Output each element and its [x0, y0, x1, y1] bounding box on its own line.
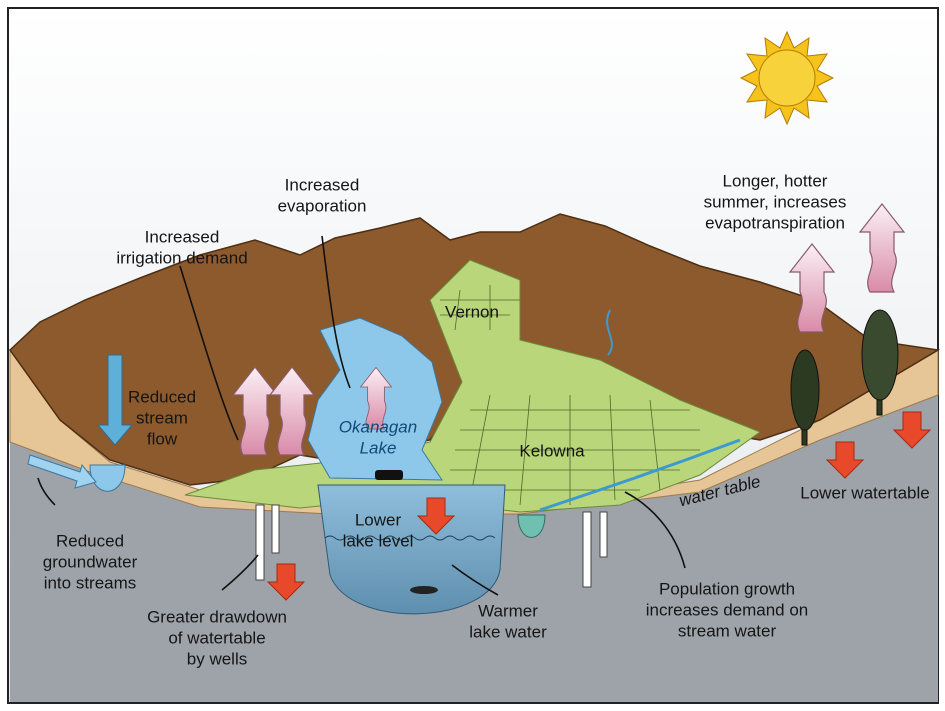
wells: [255, 504, 608, 588]
label-line: Kelowna: [519, 441, 585, 460]
label-line: Increased: [285, 175, 360, 194]
label-line: Warmer: [478, 601, 538, 620]
label-line: Lower watertable: [800, 483, 929, 502]
fish: [410, 586, 438, 594]
label-line: into streams: [44, 573, 137, 592]
trees: [790, 309, 899, 446]
label-line: lake water: [469, 622, 547, 641]
label-line: increases demand on: [646, 600, 809, 619]
sun: [739, 30, 835, 126]
pond: [517, 514, 546, 538]
stream: [539, 438, 741, 512]
label-line: evaporation: [278, 196, 367, 215]
waterline: [324, 535, 496, 541]
label-line: Increased: [145, 227, 220, 246]
soil: [9, 348, 939, 515]
label-line: stream water: [678, 621, 777, 640]
groundwater-arrow: [27, 454, 97, 489]
label-line: Vernon: [445, 302, 499, 321]
leader-lines: [37, 235, 686, 596]
label-line: Reduced: [56, 531, 124, 550]
lake-basin: [317, 484, 506, 615]
label-line: Population growth: [659, 579, 795, 598]
label-line: Reduced: [128, 387, 196, 406]
mountain-stream: [606, 309, 613, 356]
label-line: lake level: [343, 531, 414, 550]
label-line: of watertable: [168, 628, 265, 647]
label-line: stream: [136, 408, 188, 427]
stream-flow-arrow: [96, 354, 134, 446]
label-line: groundwater: [43, 552, 138, 571]
label-line: irrigation demand: [116, 248, 247, 267]
car: [375, 470, 403, 480]
label-line: summer, increases: [704, 192, 847, 211]
label-line: flow: [147, 429, 178, 448]
label-line: Greater drawdown: [147, 607, 287, 626]
city-grid: [440, 285, 700, 506]
label-line: evapotranspiration: [705, 213, 845, 232]
label-line: Okanagan: [339, 417, 417, 436]
label-line: Longer, hotter: [723, 171, 828, 190]
label-line: by wells: [187, 649, 247, 668]
label-line: Lower: [355, 510, 402, 529]
label-line: Lake: [360, 438, 397, 457]
